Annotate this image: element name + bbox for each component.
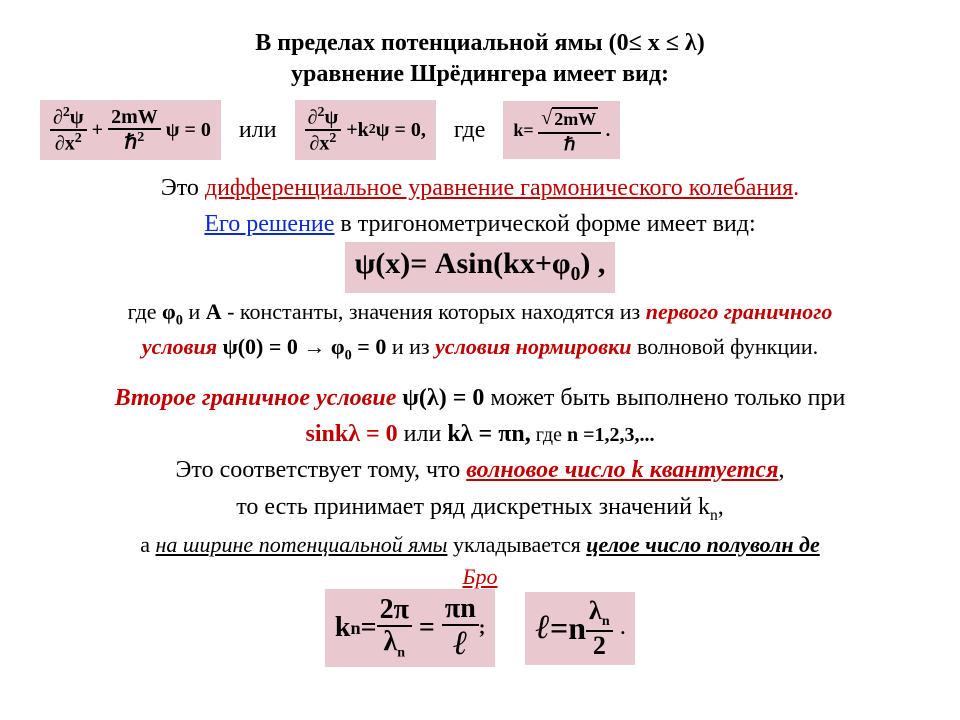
equation-row: ∂2ψ ∂x2 + 2mW ℏ2 ψ = 0 или ∂2ψ ∂x2 +k2ψ … <box>40 100 920 159</box>
paragraph-quantized: Это соответствует тому, что волновое чис… <box>40 454 920 486</box>
paragraph-solution-intro: Его решение в тригонометрической форме и… <box>40 208 920 293</box>
title-line-1: В пределах потенциальной ямы (0≤ x ≤ λ) <box>255 30 704 56</box>
paragraph-sink: sinkλ = 0 или kλ = πn, где n =1,2,3,... <box>40 418 920 450</box>
equation-3: k= √2mW ℏ . <box>503 101 620 159</box>
slide-title: В пределах потенциальной ямы (0≤ x ≤ λ) … <box>40 28 920 90</box>
paragraph-boundary-2: Второе граничное условие ψ(λ) = 0 может … <box>40 382 920 414</box>
paragraph-discrete: то есть принимает ряд дискретных значени… <box>40 491 920 526</box>
bottom-equations: kn= 2π λn = πn ℓ ; ℓ =n λn 2 . <box>40 589 920 667</box>
title-line-2: уравнение Шрёдингера имеет вид: <box>291 61 669 87</box>
paragraph-halfwaves: а на ширине потенциальной ямы укладывает… <box>40 530 920 561</box>
connector-or: или <box>239 117 277 144</box>
equation-1: ∂2ψ ∂x2 + 2mW ℏ2 ψ = 0 <box>40 100 221 159</box>
paragraph-boundary-1: условия ψ(0) = 0 → φ0 = 0 и из условия н… <box>40 332 920 365</box>
slide: В пределах потенциальной ямы (0≤ x ≤ λ) … <box>0 0 960 720</box>
equation-ell: ℓ =n λn 2 . <box>525 592 635 665</box>
paragraph-constants: где φ0 и A - константы, значения которых… <box>40 297 920 330</box>
equation-kn: kn= 2π λn = πn ℓ ; <box>325 589 496 667</box>
connector-where: где <box>454 117 486 144</box>
solution-formula: ψ(x)= Asin(kx+φ0) , <box>345 242 616 292</box>
paragraph-diff-eq: Это дифференциальное уравнение гармониче… <box>40 172 920 204</box>
equation-2: ∂2ψ ∂x2 +k2ψ = 0, <box>295 100 436 159</box>
